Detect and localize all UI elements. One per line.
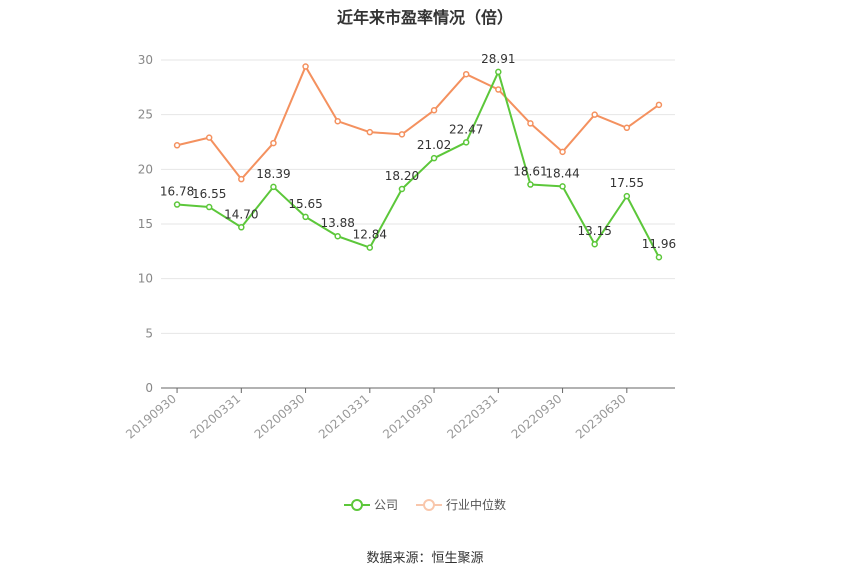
data-point-0	[623, 192, 631, 200]
data-label: 18.39	[256, 167, 290, 181]
data-label: 12.84	[353, 228, 387, 242]
data-label: 18.61	[513, 165, 547, 179]
data-point-1	[334, 117, 341, 125]
data-label: 21.02	[417, 138, 451, 152]
data-label: 18.20	[385, 169, 419, 183]
y-tick-label: 5	[145, 326, 153, 340]
data-point-0	[655, 253, 663, 261]
data-point-1	[527, 120, 534, 127]
data-label: 15.65	[288, 197, 322, 211]
data-point-0	[173, 201, 181, 208]
data-label: 16.55	[192, 187, 226, 201]
data-label: 11.96	[642, 237, 676, 251]
x-tick-label: 20200930	[252, 392, 308, 442]
data-label: 22.47	[449, 122, 483, 136]
data-point-1	[623, 124, 631, 132]
x-tick-label: 20220930	[509, 392, 565, 442]
x-tick-label: 20200331	[187, 392, 243, 442]
data-label: 17.55	[610, 176, 644, 190]
data-point-1	[205, 134, 213, 141]
data-point-1	[591, 111, 598, 118]
x-tick-label: 20190930	[123, 392, 179, 442]
data-point-0	[495, 68, 502, 76]
data-point-1	[173, 142, 181, 149]
data-point-1	[430, 107, 438, 114]
data-point-1	[655, 101, 663, 109]
legend-item-industry[interactable]: 行业中位数	[416, 496, 506, 513]
data-point-0	[205, 203, 213, 211]
y-tick-label: 10	[138, 272, 153, 286]
data-label: 16.78	[160, 185, 194, 199]
x-tick-label: 20210930	[380, 392, 436, 442]
legend-swatch-industry	[416, 498, 442, 512]
legend-label-industry: 行业中位数	[446, 498, 507, 512]
data-point-0	[462, 139, 470, 146]
data-label: 13.88	[321, 216, 355, 230]
data-label: 13.15	[578, 224, 612, 238]
data-point-1	[495, 86, 502, 93]
data-point-0	[270, 183, 277, 191]
data-point-1	[270, 139, 277, 147]
chart-title: 近年来市盈率情况（倍）	[336, 8, 513, 27]
data-point-1	[302, 63, 309, 70]
data-point-0	[591, 240, 598, 248]
data-point-0	[559, 183, 566, 190]
y-tick-label: 25	[138, 108, 153, 122]
data-point-1	[366, 128, 374, 136]
data-point-0	[527, 181, 534, 188]
legend: 公司 行业中位数	[0, 496, 850, 513]
data-point-0	[398, 185, 406, 193]
series-line-1	[176, 65, 660, 181]
data-label: 18.44	[545, 166, 579, 180]
y-tick-label: 20	[138, 162, 153, 176]
data-source: 数据来源：恒生聚源	[366, 551, 484, 566]
data-point-0	[302, 213, 309, 221]
data-label: 28.91	[481, 52, 515, 66]
y-tick-label: 15	[138, 217, 153, 231]
data-point-0	[334, 232, 341, 240]
data-point-1	[462, 70, 470, 78]
data-point-1	[238, 175, 245, 183]
x-tick-label: 20210331	[316, 392, 372, 442]
series-line-0	[176, 70, 660, 258]
x-tick-label: 20220331	[444, 392, 500, 442]
data-point-1	[559, 148, 566, 156]
data-point-0	[430, 154, 438, 162]
data-point-0	[238, 224, 245, 231]
data-point-0	[366, 244, 374, 251]
data-label: 14.70	[224, 207, 258, 221]
legend-label-company: 公司	[373, 498, 398, 512]
y-tick-label: 30	[138, 53, 153, 67]
legend-swatch-company	[343, 498, 370, 512]
legend-item-company[interactable]: 公司	[343, 496, 398, 513]
x-tick-label: 20230630	[573, 392, 629, 442]
y-tick-label: 0	[145, 381, 153, 395]
data-point-1	[398, 131, 406, 138]
